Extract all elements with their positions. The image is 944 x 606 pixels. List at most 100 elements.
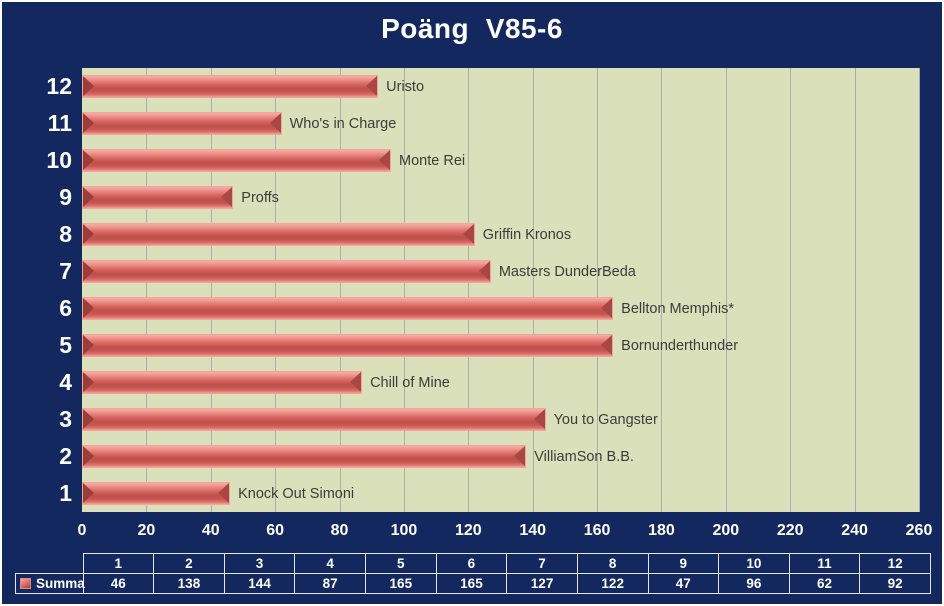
x-axis-tick-label: 180 bbox=[648, 522, 675, 539]
chart-title: Poäng V85-6 bbox=[381, 13, 563, 44]
bar-row: Knock Out Simoni bbox=[82, 475, 919, 512]
table-value-cell: 138 bbox=[153, 573, 225, 594]
bar-label: Monte Rei bbox=[399, 152, 466, 169]
bar: Uristo bbox=[82, 75, 424, 98]
y-axis-label: 6 bbox=[59, 295, 72, 321]
table-value-cell: 122 bbox=[576, 573, 649, 594]
table-value-cell: 62 bbox=[788, 573, 861, 594]
y-axis-label: 7 bbox=[59, 258, 72, 284]
table-value-cell: 96 bbox=[718, 573, 790, 594]
x-axis-tick-label: 40 bbox=[201, 522, 220, 539]
bar: VilliamSon B.B. bbox=[82, 445, 634, 468]
x-axis-tick-label: 100 bbox=[390, 522, 418, 539]
bar: Chill of Mine bbox=[82, 371, 450, 394]
bar: Bellton Memphis* bbox=[82, 297, 734, 320]
bar-row: Griffin Kronos bbox=[82, 216, 919, 253]
bar-label: Chill of Mine bbox=[370, 374, 450, 391]
bar-row: VilliamSon B.B. bbox=[82, 438, 919, 475]
x-axis-tick-label: 260 bbox=[905, 522, 933, 539]
bar-label: Who's in Charge bbox=[289, 115, 397, 132]
table-header-cell: 5 bbox=[365, 553, 437, 574]
gridline bbox=[661, 68, 663, 512]
bar: Griffin Kronos bbox=[82, 223, 571, 246]
bar-row: Proffs bbox=[82, 179, 919, 216]
x-axis-tick-label: 240 bbox=[841, 522, 868, 539]
table-value-cell: 47 bbox=[647, 573, 720, 594]
gridline bbox=[725, 68, 727, 512]
x-axis-tick-label: 220 bbox=[776, 522, 804, 539]
bar-label: Bellton Memphis* bbox=[621, 300, 734, 317]
series-name-label: Summa bbox=[36, 576, 85, 591]
bar-row: Who's in Charge bbox=[82, 105, 919, 142]
x-axis-tick-label: 160 bbox=[583, 522, 611, 539]
table-value-cell: 165 bbox=[365, 573, 437, 594]
table-header-cell: 3 bbox=[223, 553, 296, 574]
bar-row: Chill of Mine bbox=[82, 364, 919, 401]
x-axis-tick-label: 140 bbox=[519, 522, 547, 539]
table-header-cell: 9 bbox=[647, 553, 720, 574]
bar-label: Griffin Kronos bbox=[482, 226, 572, 243]
bar-label: Uristo bbox=[386, 78, 425, 95]
bar-row: You to Gangster bbox=[82, 401, 919, 438]
summary-table: 1 2 3 4 5 6 7 8 9 10 11 12 Summa 46 138 144 87 165 165 127… bbox=[15, 553, 931, 594]
bar-label: Knock Out Simoni bbox=[238, 485, 355, 502]
x-axis-tick-label: 80 bbox=[330, 522, 349, 539]
bar: Masters DunderBeda bbox=[82, 260, 636, 283]
table-value-cell: 46 bbox=[82, 573, 155, 594]
plot-area: Uristo Who's in Charge Monte Rei Proffs Grif… bbox=[82, 68, 920, 512]
bar-rows: Uristo Who's in Charge Monte Rei Proffs Grif… bbox=[82, 68, 919, 512]
x-axis-tick-label: 0 bbox=[77, 522, 87, 539]
table-corner-cell bbox=[16, 554, 84, 574]
x-axis-tick-label: 60 bbox=[266, 522, 285, 539]
x-axis-labels: 0 20 40 60 80 100 120 140 160 180 200 220 240 260 bbox=[78, 520, 933, 542]
table-header-cell: 11 bbox=[788, 553, 861, 574]
x-axis-tick-label: 120 bbox=[454, 522, 482, 539]
table-header-cell: 6 bbox=[435, 553, 508, 574]
bar-row: Bornunderthunder bbox=[82, 327, 919, 364]
bar-label: Bornunderthunder bbox=[621, 337, 739, 354]
bar-row: Bellton Memphis* bbox=[82, 290, 919, 327]
gridline bbox=[403, 68, 405, 512]
y-axis-label: 9 bbox=[59, 184, 72, 210]
y-axis-label: 8 bbox=[59, 221, 72, 247]
y-axis-label: 10 bbox=[46, 147, 72, 173]
y-axis-label: 4 bbox=[59, 369, 72, 395]
bar-label: Proffs bbox=[241, 189, 279, 206]
bar: You to Gangster bbox=[82, 408, 658, 431]
table-header-cell: 2 bbox=[153, 553, 225, 574]
gridline bbox=[854, 68, 856, 512]
bar-row: Uristo bbox=[82, 68, 919, 105]
bar-label: Masters DunderBeda bbox=[498, 263, 636, 280]
x-axis-tick-label: 200 bbox=[712, 522, 740, 539]
bar-label: You to Gangster bbox=[553, 411, 658, 428]
bar: Knock Out Simoni bbox=[82, 482, 354, 505]
series-key-icon bbox=[20, 578, 31, 589]
y-axis-label: 11 bbox=[47, 110, 72, 136]
bar: Proffs bbox=[82, 186, 279, 209]
gridline bbox=[339, 68, 341, 512]
gridline bbox=[275, 68, 277, 512]
table-value-cell: 92 bbox=[859, 573, 931, 594]
gridline bbox=[790, 68, 792, 512]
bar: Bornunderthunder bbox=[82, 334, 738, 357]
gridline bbox=[919, 68, 920, 512]
table-value-cell: 127 bbox=[506, 573, 578, 594]
bar-row: Masters DunderBeda bbox=[82, 253, 919, 290]
y-axis-label: 2 bbox=[59, 443, 72, 469]
table-value-cell: 144 bbox=[223, 573, 296, 594]
table-header-cell: 4 bbox=[294, 553, 366, 574]
bar: Who's in Charge bbox=[82, 112, 396, 135]
table-header-cell: 7 bbox=[506, 553, 578, 574]
y-axis-label: 1 bbox=[59, 480, 72, 506]
table-header-cell: 1 bbox=[82, 553, 155, 574]
y-axis-labels: 12 11 10 9 8 7 6 5 4 3 2 1 bbox=[2, 68, 72, 512]
table-value-cell: 165 bbox=[435, 573, 508, 594]
gridline bbox=[532, 68, 534, 512]
table-value-row: Summa 46 138 144 87 165 165 127 122 47 96 62 92 bbox=[15, 573, 931, 594]
table-header-row: 1 2 3 4 5 6 7 8 9 10 11 12 bbox=[16, 553, 931, 574]
table-value-cell: 87 bbox=[294, 573, 366, 594]
bar-label: VilliamSon B.B. bbox=[534, 448, 634, 465]
bar: Monte Rei bbox=[82, 149, 465, 172]
table-header-cell: 10 bbox=[718, 553, 790, 574]
